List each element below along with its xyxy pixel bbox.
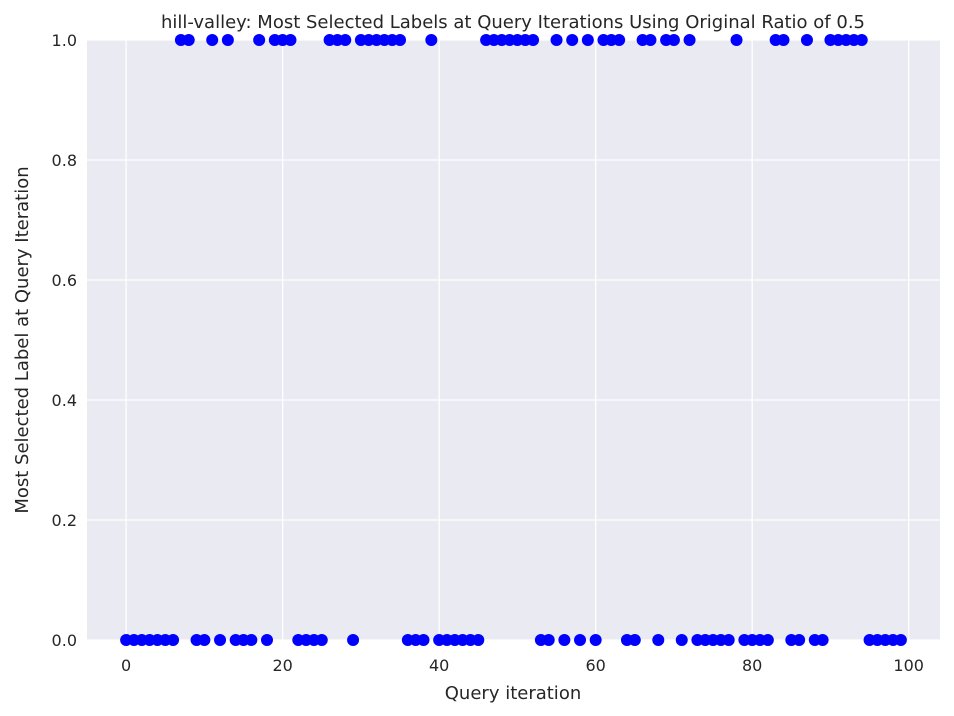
data-point xyxy=(675,634,688,646)
data-point xyxy=(644,34,657,46)
data-point xyxy=(589,634,602,646)
y-axis-label: Most Selected Label at Query Iteration xyxy=(12,166,33,513)
x-tick-label: 60 xyxy=(585,656,605,675)
y-tick-label: 0.4 xyxy=(52,391,77,410)
data-points xyxy=(120,34,907,646)
x-tick-label: 20 xyxy=(272,656,292,675)
data-point xyxy=(527,34,540,46)
data-point xyxy=(816,634,829,646)
x-tick-label: 40 xyxy=(429,656,449,675)
data-point xyxy=(800,34,813,46)
data-point xyxy=(182,34,195,46)
y-tick-label: 0.6 xyxy=(52,271,77,290)
x-tick-label: 80 xyxy=(742,656,762,675)
data-point xyxy=(581,34,594,46)
y-tick-label: 1.0 xyxy=(52,31,77,50)
x-tick-labels: 0 20 40 60 80 100 xyxy=(121,656,924,675)
y-tick-label: 0.8 xyxy=(52,151,77,170)
data-point xyxy=(394,34,407,46)
y-tick-label: 0.0 xyxy=(52,631,77,650)
data-point xyxy=(206,34,219,46)
data-point xyxy=(347,634,360,646)
plot-area xyxy=(87,40,940,640)
data-point xyxy=(260,634,273,646)
data-point xyxy=(574,634,587,646)
data-point xyxy=(722,634,735,646)
data-point xyxy=(315,634,328,646)
data-point xyxy=(894,634,907,646)
y-tick-labels: 0.0 0.2 0.4 0.6 0.8 1.0 xyxy=(52,31,77,650)
data-point xyxy=(683,34,696,46)
data-point xyxy=(652,634,665,646)
data-point xyxy=(214,634,227,646)
data-point xyxy=(550,34,563,46)
data-point xyxy=(167,634,180,646)
data-point xyxy=(793,634,806,646)
data-point xyxy=(253,34,266,46)
y-tick-label: 0.2 xyxy=(52,511,77,530)
data-point xyxy=(613,34,626,46)
x-tick-label: 0 xyxy=(121,656,131,675)
data-point xyxy=(417,634,430,646)
data-point xyxy=(628,634,641,646)
data-point xyxy=(198,634,211,646)
data-point xyxy=(558,634,571,646)
data-point xyxy=(855,34,868,46)
data-point xyxy=(221,34,234,46)
x-tick-label: 100 xyxy=(893,656,924,675)
data-point xyxy=(566,34,579,46)
data-point xyxy=(777,34,790,46)
chart-title: hill-valley: Most Selected Labels at Que… xyxy=(161,12,865,33)
data-point xyxy=(339,34,352,46)
data-point xyxy=(245,634,258,646)
data-point xyxy=(730,34,743,46)
x-axis-label: Query iteration xyxy=(445,683,581,704)
data-point xyxy=(667,34,680,46)
data-point xyxy=(761,634,774,646)
data-point xyxy=(425,34,438,46)
data-point xyxy=(542,634,555,646)
data-point xyxy=(472,634,485,646)
data-point xyxy=(284,34,297,46)
